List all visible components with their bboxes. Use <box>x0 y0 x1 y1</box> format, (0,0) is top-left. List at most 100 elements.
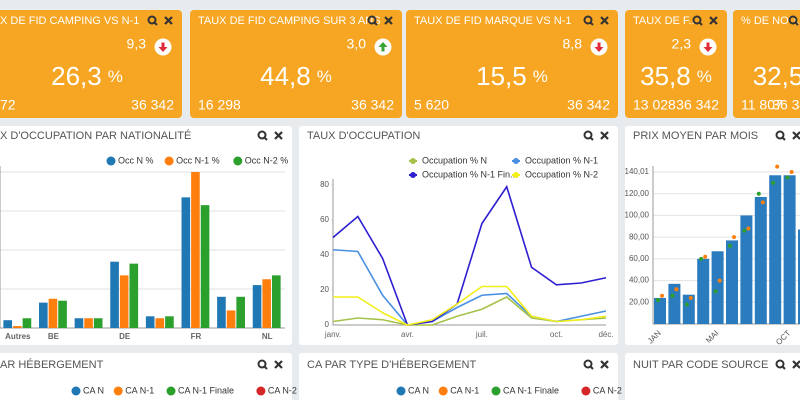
dot <box>684 302 689 307</box>
bar <box>145 316 155 328</box>
legend-swatch <box>438 386 448 396</box>
panel-title: CA PAR TYPE D'HÉBERGEMENT <box>307 358 476 371</box>
search-icon-handle <box>589 136 594 141</box>
bar <box>191 172 200 328</box>
bar <box>697 258 710 324</box>
kpi-value: 15,5% <box>476 61 548 91</box>
close-icon[interactable] <box>600 16 609 25</box>
close-icon[interactable] <box>600 360 609 369</box>
bar <box>271 275 281 328</box>
dot <box>656 298 660 303</box>
bar <box>236 296 245 328</box>
y-tick-label: 20 <box>320 285 329 294</box>
search-icon-lens <box>788 15 798 25</box>
search-icon[interactable] <box>692 15 703 26</box>
legend-swatch <box>581 386 591 396</box>
close-icon[interactable] <box>600 131 609 140</box>
close-icon[interactable] <box>164 16 173 25</box>
kpi-value-number: 32,5 <box>753 61 800 91</box>
search-icon-handle <box>263 365 268 370</box>
bar <box>668 283 681 324</box>
dot <box>746 226 751 231</box>
bar <box>740 215 753 324</box>
search-icon-lens <box>775 130 785 140</box>
kpi-value-unit: % <box>108 67 123 86</box>
kpi-right: 36 342 <box>131 97 174 113</box>
legend-swatch <box>491 386 501 396</box>
legend-label: CA N-1 <box>125 385 154 395</box>
legend-label: CA N-1 Finale <box>178 385 234 395</box>
search-icon[interactable] <box>367 15 378 26</box>
close-icon[interactable] <box>384 16 393 25</box>
search-icon-handle <box>781 365 786 370</box>
kpi-title: TAUX DE FID MARQUE VS N-1 <box>414 15 571 27</box>
panel-title: TAUX D'OCCUPATION <box>307 130 420 142</box>
bar <box>217 296 226 328</box>
kpi-card <box>0 10 182 118</box>
search-icon[interactable] <box>583 130 594 141</box>
legend-swatch <box>106 156 116 166</box>
y-tick-label: 20,00 <box>629 297 650 306</box>
close-icon[interactable] <box>274 360 283 369</box>
bar <box>129 263 139 328</box>
panel-title: PRIX MOYEN PAR MOIS <box>633 130 758 142</box>
bar <box>726 240 738 324</box>
y-tick-label: 80 <box>320 180 329 189</box>
legend-label: CA N-1 Finale <box>503 385 559 395</box>
close-icon-stroke <box>792 360 800 369</box>
search-icon[interactable] <box>775 130 786 141</box>
y-tick-label: 100,00 <box>625 211 650 220</box>
kpi-value-number: 44,8 <box>260 61 311 91</box>
panel <box>625 353 800 400</box>
kpi-left: 16 298 <box>198 97 241 113</box>
legend-swatch <box>410 158 416 164</box>
y-tick-label: 40,00 <box>629 276 650 285</box>
search-icon-handle <box>589 365 594 370</box>
legend-swatch <box>166 386 176 396</box>
bar <box>110 261 119 328</box>
close-icon[interactable] <box>274 131 283 140</box>
close-icon[interactable] <box>792 360 800 369</box>
legend-swatch <box>164 156 174 166</box>
bar <box>262 279 271 328</box>
legend-swatch <box>233 156 243 166</box>
bar <box>3 320 13 328</box>
kpi-right: 36 342 <box>772 97 800 113</box>
search-icon[interactable] <box>257 130 268 141</box>
search-icon[interactable] <box>583 359 594 370</box>
search-icon[interactable] <box>257 359 268 370</box>
kpi-title: X DE FID CAMPING VS N-1 <box>0 15 139 27</box>
close-icon[interactable] <box>709 16 718 25</box>
search-icon[interactable] <box>147 15 158 26</box>
bar <box>181 197 191 328</box>
search-icon[interactable] <box>775 359 786 370</box>
search-icon-lens <box>257 130 267 140</box>
search-icon-lens <box>147 15 157 25</box>
legend-label: Occupation % N-2 <box>525 169 598 179</box>
legend-label: Occupation % N-1 <box>525 155 598 165</box>
search-icon[interactable] <box>583 15 594 26</box>
search-icon-handle <box>794 21 799 26</box>
y-tick-label: 40 <box>320 250 329 259</box>
legend-label: Occ N % <box>118 155 154 165</box>
y-tick-label: 0 <box>325 320 330 329</box>
legend-label: Occ N-2 % <box>245 155 289 165</box>
dot <box>789 170 794 175</box>
kpi-delta: 8,8 <box>563 36 583 52</box>
close-icon[interactable] <box>792 131 800 140</box>
dot <box>670 293 675 298</box>
kpi-left: 13 028 <box>633 97 676 113</box>
dot <box>785 175 790 180</box>
x-tick-label: juil. <box>475 330 488 339</box>
bar <box>654 297 666 324</box>
search-icon-lens <box>583 15 593 25</box>
legend-swatch <box>256 386 266 396</box>
y-tick-label: 60 <box>320 215 329 224</box>
bar <box>93 318 103 328</box>
kpi-right: 36 342 <box>676 97 719 113</box>
search-icon-lens <box>692 15 702 25</box>
search-icon[interactable] <box>788 15 799 26</box>
legend-label: Occupation % N-1 Fin... <box>422 169 518 179</box>
legend-label: CA N <box>408 385 429 395</box>
